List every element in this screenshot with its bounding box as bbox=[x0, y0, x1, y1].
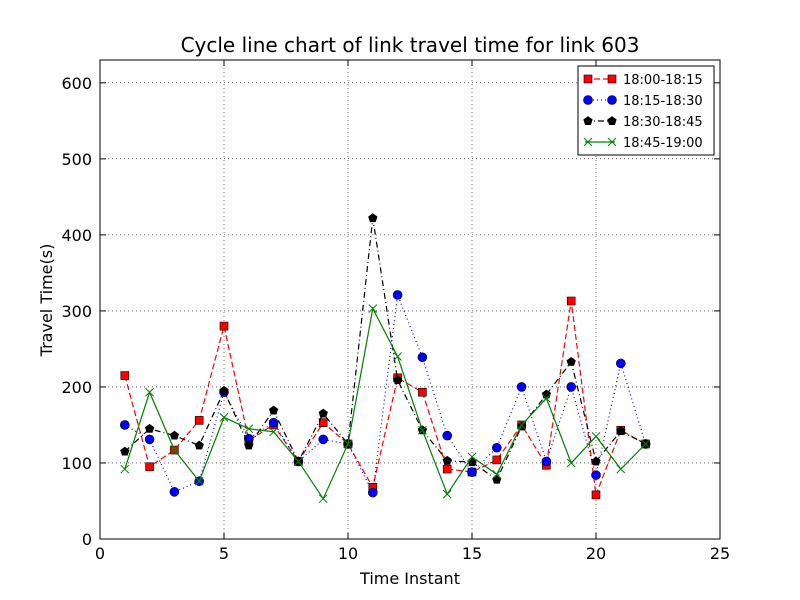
data-point-s3-1 bbox=[145, 387, 154, 397]
legend-marker-0b bbox=[607, 74, 617, 84]
data-point-s1-19 bbox=[591, 470, 601, 480]
data-point-s1-11 bbox=[392, 290, 403, 300]
data-point-s2-19 bbox=[591, 456, 601, 466]
data-point-s0-4 bbox=[219, 321, 229, 331]
data-point-s3-11 bbox=[393, 352, 402, 361]
data-point-s3-7 bbox=[294, 457, 303, 466]
data-point-s3-9 bbox=[343, 439, 353, 449]
data-point-s2-13 bbox=[442, 455, 452, 465]
legend-marker-1b bbox=[607, 95, 617, 105]
data-point-s1-20 bbox=[615, 358, 626, 369]
data-point-s3-6 bbox=[269, 427, 278, 437]
data-point-s1-8 bbox=[318, 434, 329, 445]
data-point-s1-16 bbox=[516, 382, 527, 392]
data-point-s3-3 bbox=[194, 476, 204, 486]
data-point-s3-15 bbox=[492, 470, 502, 479]
legend-marker-3b bbox=[607, 137, 617, 147]
data-point-s3-2 bbox=[170, 445, 179, 455]
legend-marker-1a bbox=[583, 95, 593, 105]
data-point-s1-6 bbox=[268, 417, 279, 428]
x-tick-label: 15 bbox=[462, 544, 482, 563]
y-tick-label: 200 bbox=[61, 378, 92, 397]
data-point-s3-0 bbox=[120, 464, 130, 474]
series-line-0 bbox=[124, 300, 646, 496]
series-3 bbox=[120, 304, 650, 504]
data-point-s0-12 bbox=[418, 387, 427, 397]
y-tick-label: 400 bbox=[61, 226, 92, 245]
data-point-s1-18 bbox=[566, 382, 577, 392]
y-tick-label: 600 bbox=[61, 74, 92, 93]
data-point-s3-14 bbox=[467, 452, 477, 462]
data-point-s1-1 bbox=[144, 434, 155, 445]
data-point-s1-10 bbox=[367, 487, 378, 498]
data-point-s0-8 bbox=[318, 418, 328, 427]
data-point-s3-13 bbox=[442, 489, 452, 499]
data-point-s3-12 bbox=[418, 425, 427, 435]
data-point-s1-13 bbox=[442, 430, 453, 441]
x-tick-label: 0 bbox=[95, 544, 105, 563]
x-tick-label: 5 bbox=[219, 544, 229, 563]
data-point-s0-18 bbox=[566, 296, 576, 306]
data-point-s3-8 bbox=[318, 494, 328, 504]
y-tick-label: 500 bbox=[61, 150, 92, 169]
data-point-s2-4 bbox=[219, 385, 229, 395]
data-point-s1-0 bbox=[120, 420, 130, 430]
x-tick-label: 20 bbox=[586, 544, 606, 563]
data-point-s0-19 bbox=[591, 490, 601, 500]
data-point-s2-5 bbox=[244, 440, 254, 450]
data-point-s0-0 bbox=[120, 371, 130, 380]
data-point-s3-10 bbox=[368, 304, 378, 313]
x-tick-label: 10 bbox=[338, 544, 358, 563]
data-point-s2-1 bbox=[144, 423, 155, 433]
data-point-s3-21 bbox=[641, 439, 650, 449]
series-line-3 bbox=[124, 306, 647, 500]
y-tick-label: 100 bbox=[61, 454, 92, 473]
axis-ticks: 0 5 10 15 20 25 0 100 200 300 400 500 600 bbox=[61, 60, 730, 563]
data-point-s0-13 bbox=[442, 464, 452, 474]
legend-marker-0a bbox=[583, 74, 593, 84]
data-point-s2-20 bbox=[616, 426, 626, 435]
data-point-s1-15 bbox=[491, 442, 502, 453]
data-point-s1-17 bbox=[541, 456, 552, 467]
data-point-s3-18 bbox=[566, 458, 576, 468]
legend-marker-2b bbox=[607, 116, 617, 125]
data-point-s0-15 bbox=[492, 455, 502, 465]
y-tick-label: 0 bbox=[82, 530, 92, 549]
data-point-s2-8 bbox=[318, 408, 328, 418]
chart-title: Cycle line chart of link travel time for… bbox=[181, 33, 640, 57]
legend-marker-2a bbox=[583, 116, 593, 125]
data-point-s3-4 bbox=[219, 412, 229, 422]
data-point-s3-16 bbox=[517, 420, 526, 430]
data-point-s1-2 bbox=[169, 487, 180, 497]
data-point-s0-1 bbox=[145, 462, 154, 472]
y-tick-label: 300 bbox=[61, 302, 92, 321]
legend-label-3: 18:45-19:00 bbox=[623, 136, 703, 151]
data-point-s2-6 bbox=[268, 405, 279, 415]
data-point-s3-20 bbox=[616, 464, 626, 474]
data-point-s2-2 bbox=[169, 430, 180, 440]
y-axis-label: Travel Time(s) bbox=[37, 244, 56, 358]
data-point-s2-3 bbox=[194, 440, 204, 450]
data-point-s2-10 bbox=[368, 213, 378, 223]
data-point-s2-0 bbox=[120, 446, 130, 456]
data-point-s2-18 bbox=[566, 356, 576, 366]
legend: 18:00-18:15 18:15-18:30 18:30-18:45 18:45-1… bbox=[577, 65, 715, 156]
legend-label-0: 18:00-18:15 bbox=[623, 73, 703, 88]
x-axis-label: Time Instant bbox=[359, 569, 460, 588]
legend-box bbox=[577, 65, 715, 156]
data-point-s3-17 bbox=[542, 393, 551, 403]
data-point-s2-11 bbox=[392, 375, 403, 385]
legend-label-2: 18:30-18:45 bbox=[623, 115, 703, 130]
data-point-s1-14 bbox=[467, 467, 477, 477]
data-point-s1-12 bbox=[417, 352, 428, 363]
series-layer bbox=[120, 213, 651, 504]
x-tick-label: 25 bbox=[710, 544, 730, 563]
data-point-s3-5 bbox=[244, 424, 254, 434]
plot-frame bbox=[99, 59, 721, 540]
legend-marker-3a bbox=[583, 137, 593, 147]
legend-label-1: 18:15-18:30 bbox=[623, 94, 703, 109]
data-point-s0-3 bbox=[194, 416, 204, 425]
data-point-s3-19 bbox=[591, 432, 601, 441]
